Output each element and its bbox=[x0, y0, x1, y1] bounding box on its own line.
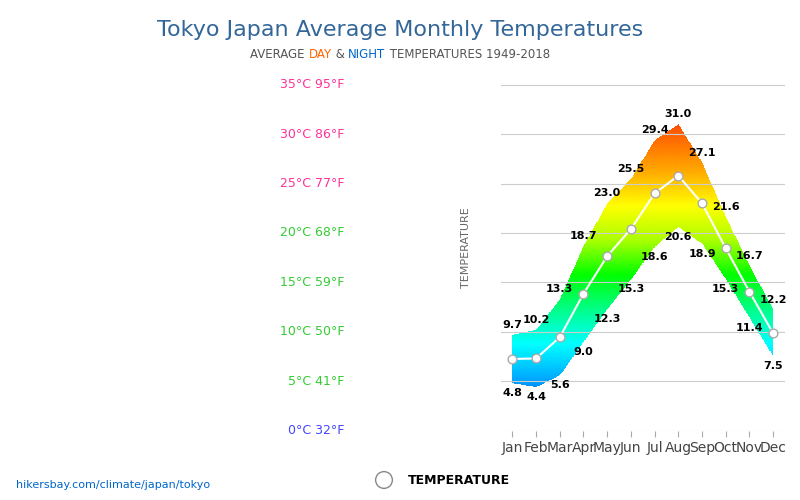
Text: Tokyo Japan Average Monthly Temperatures: Tokyo Japan Average Monthly Temperatures bbox=[157, 20, 643, 40]
Text: 9.0: 9.0 bbox=[574, 346, 594, 356]
Text: 0°C 32°F: 0°C 32°F bbox=[288, 424, 344, 437]
Text: TEMPERATURE: TEMPERATURE bbox=[408, 474, 510, 486]
Text: 25.5: 25.5 bbox=[618, 164, 645, 173]
Text: 12.3: 12.3 bbox=[594, 314, 621, 324]
Text: 30°C 86°F: 30°C 86°F bbox=[280, 128, 344, 140]
Text: hikersbay.com/climate/japan/tokyo: hikersbay.com/climate/japan/tokyo bbox=[16, 480, 210, 490]
Point bbox=[766, 330, 779, 338]
Text: 18.7: 18.7 bbox=[570, 231, 598, 241]
Text: o: o bbox=[380, 473, 388, 487]
Text: 4.8: 4.8 bbox=[502, 388, 522, 398]
Point bbox=[554, 333, 566, 341]
Text: 9.7: 9.7 bbox=[502, 320, 522, 330]
Text: TEMPERATURE: TEMPERATURE bbox=[462, 208, 471, 288]
Text: 20.6: 20.6 bbox=[665, 232, 692, 242]
Text: 31.0: 31.0 bbox=[665, 110, 692, 120]
Text: 23.0: 23.0 bbox=[594, 188, 621, 198]
Text: AVERAGE: AVERAGE bbox=[250, 48, 309, 60]
Point bbox=[530, 354, 542, 362]
Text: TEMPERATURES 1949-2018: TEMPERATURES 1949-2018 bbox=[386, 48, 550, 60]
Text: 21.6: 21.6 bbox=[712, 202, 739, 212]
Point bbox=[601, 252, 614, 260]
Point bbox=[577, 290, 590, 298]
Text: 5°C 41°F: 5°C 41°F bbox=[288, 374, 344, 388]
Text: 7.5: 7.5 bbox=[763, 362, 783, 372]
Text: 13.3: 13.3 bbox=[546, 284, 574, 294]
Text: 15.3: 15.3 bbox=[618, 284, 645, 294]
Text: 18.9: 18.9 bbox=[688, 249, 716, 259]
Text: 4.4: 4.4 bbox=[526, 392, 546, 402]
Text: 18.6: 18.6 bbox=[641, 252, 669, 262]
Point bbox=[625, 225, 638, 233]
Text: 25°C 77°F: 25°C 77°F bbox=[279, 177, 344, 190]
Text: 10.2: 10.2 bbox=[522, 315, 550, 325]
Text: 11.4: 11.4 bbox=[736, 323, 763, 333]
Text: &: & bbox=[332, 48, 348, 60]
Point bbox=[672, 172, 685, 179]
Point bbox=[648, 190, 661, 198]
Text: 15.3: 15.3 bbox=[712, 284, 739, 294]
Text: 12.2: 12.2 bbox=[759, 295, 787, 305]
Text: 35°C 95°F: 35°C 95°F bbox=[280, 78, 344, 92]
Text: 27.1: 27.1 bbox=[688, 148, 716, 158]
Text: DAY: DAY bbox=[309, 48, 332, 60]
Point bbox=[743, 288, 756, 296]
Text: 16.7: 16.7 bbox=[736, 250, 763, 260]
Text: 29.4: 29.4 bbox=[641, 125, 669, 135]
Text: 15°C 59°F: 15°C 59°F bbox=[280, 276, 344, 289]
Point bbox=[506, 355, 518, 363]
Text: 5.6: 5.6 bbox=[550, 380, 570, 390]
Text: 20°C 68°F: 20°C 68°F bbox=[280, 226, 344, 239]
Text: 10°C 50°F: 10°C 50°F bbox=[279, 326, 344, 338]
Point bbox=[696, 200, 709, 207]
Text: NIGHT: NIGHT bbox=[348, 48, 386, 60]
Point bbox=[719, 244, 732, 252]
